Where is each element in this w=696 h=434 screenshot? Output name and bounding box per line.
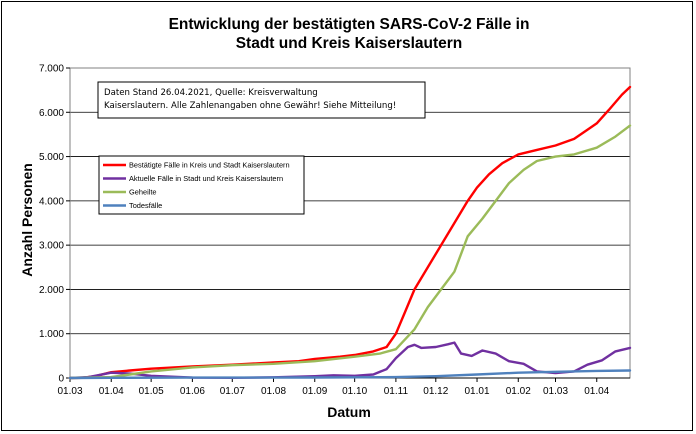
x-tick-label: 01.03 (543, 386, 568, 397)
y-axis-ticks: 0 1.000 2.000 3.000 4.000 5.000 6.000 7.000 (39, 64, 70, 385)
x-tick-label: 01.07 (220, 386, 245, 397)
data-source-note: Daten Stand 26.04.2021, Quelle: Kreisver… (97, 81, 426, 119)
x-tick-label: 01.05 (139, 386, 164, 397)
y-tick-label: 2.000 (39, 285, 64, 296)
note-line-2: Kaiserslautern. Alle Zahlenangaben ohne … (104, 101, 396, 111)
chart-title-line-2: Stadt und Kreis Kaiserslautern (236, 35, 463, 52)
y-tick-label: 6.000 (39, 108, 64, 119)
x-tick-label: 01.02 (506, 386, 531, 397)
x-tick-label: 01.01 (465, 386, 490, 397)
note-box (97, 81, 426, 119)
legend-label-3: Geheilte (129, 188, 157, 197)
x-tick-label: 01.09 (302, 386, 327, 397)
series-line-1 (68, 85, 632, 380)
x-tick-label: 01.03 (57, 386, 82, 397)
chart-title-line-1: Entwicklung der bestätigten SARS-CoV-2 F… (169, 16, 530, 33)
series-line-4 (68, 369, 632, 380)
x-tick-label: 01.04 (584, 386, 609, 397)
y-tick-label: 4.000 (39, 196, 64, 207)
y-tick-label: 3.000 (39, 241, 64, 252)
x-tick-label: 01.12 (423, 386, 448, 397)
note-line-1: Daten Stand 26.04.2021, Quelle: Kreisver… (104, 88, 318, 98)
y-tick-label: 5.000 (39, 152, 64, 163)
y-tick-label: 0 (58, 374, 64, 385)
series-line-3 (68, 124, 632, 380)
x-tick-label: 01.08 (261, 386, 286, 397)
x-axis-ticks: 01.03 01.04 01.05 01.06 01.07 01.08 01.09 01.10… (57, 377, 630, 397)
legend-label-1: Bestätigte Fälle in Kreis und Stadt Kais… (129, 161, 290, 170)
legend: Bestätigte Fälle in Kreis und Stadt Kais… (98, 155, 305, 215)
x-tick-label: 01.04 (99, 386, 124, 397)
legend-label-2: Aktuelle Fälle in Stadt und Kreis Kaiser… (129, 174, 283, 183)
x-tick-label: 01.11 (384, 386, 409, 397)
legend-box (98, 155, 305, 215)
y-tick-label: 1.000 (39, 329, 64, 340)
x-tick-label: 01.06 (180, 386, 205, 397)
y-axis-label: Anzahl Personen (19, 163, 35, 277)
x-axis-label: Datum (327, 404, 371, 420)
legend-label-4: Todesfälle (129, 201, 162, 210)
series-lines (68, 85, 632, 380)
y-tick-label: 7.000 (39, 64, 64, 75)
x-tick-label: 01.10 (342, 386, 367, 397)
